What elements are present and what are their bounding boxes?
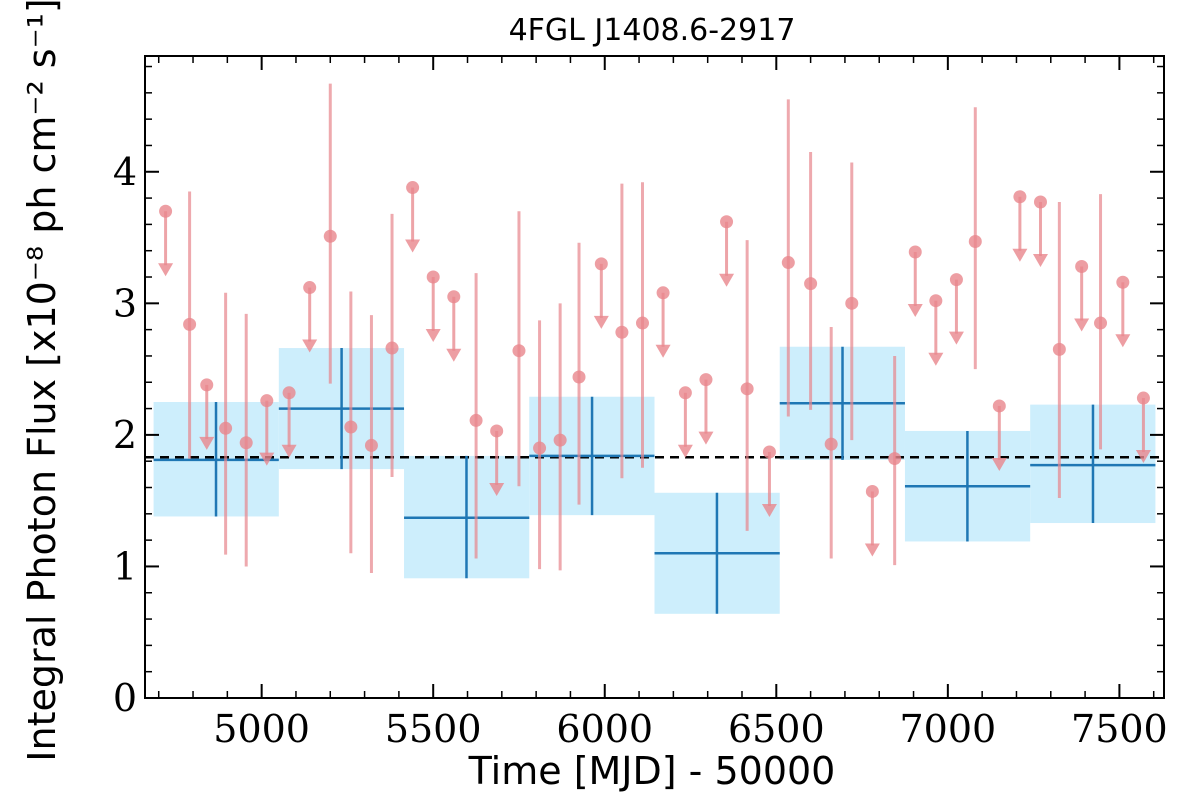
upper-limit-point <box>594 257 608 271</box>
axis-ticks <box>145 56 1164 699</box>
y-tick-label: 2 <box>113 413 137 457</box>
flux-point <box>1052 342 1066 356</box>
upper-limit-point <box>992 399 1006 413</box>
upper-limit-arrow <box>928 352 944 366</box>
upper-limit-arrow <box>405 239 421 253</box>
x-tick-label: 7000 <box>899 707 996 751</box>
flux-point <box>385 341 399 355</box>
flux-point <box>512 344 526 358</box>
upper-limits <box>158 181 1151 557</box>
flux-point <box>533 441 547 455</box>
axes <box>144 55 1165 699</box>
y-tick-label: 0 <box>113 676 137 720</box>
upper-limit-arrow <box>446 348 462 362</box>
upper-limit-point <box>426 270 440 284</box>
binned-flux-bands <box>153 346 1156 614</box>
upper-limit-arrow <box>259 452 275 466</box>
flux-point <box>469 413 483 427</box>
flux-point <box>1094 316 1108 330</box>
flux-point <box>572 370 586 384</box>
upper-limit-point <box>1075 259 1089 273</box>
upper-limit-point <box>200 378 214 392</box>
flux-point <box>968 234 982 248</box>
y-tick-label: 1 <box>113 544 137 588</box>
upper-limit-arrow <box>698 431 714 445</box>
upper-limit-point <box>720 215 734 229</box>
upper-limit-point <box>447 290 461 304</box>
chart-title: 4FGL J1408.6-2917 <box>509 13 796 48</box>
upper-limit-arrow <box>1115 334 1131 348</box>
flux-point <box>781 256 795 270</box>
upper-limit-point <box>490 424 504 438</box>
y-tick-label: 4 <box>113 150 137 194</box>
upper-limit-arrow <box>1135 450 1151 464</box>
upper-limit-point <box>303 281 317 295</box>
upper-limit-arrow <box>281 444 297 458</box>
upper-limit-point <box>1033 195 1047 209</box>
upper-limit-point <box>762 445 776 459</box>
flux-point <box>845 296 859 310</box>
flux-points <box>183 83 1108 574</box>
flux-point <box>219 421 233 435</box>
plot-frame <box>144 55 1165 699</box>
flux-point <box>740 382 754 396</box>
upper-limit-arrow <box>907 304 923 318</box>
flux-point <box>824 437 838 451</box>
upper-limit-point <box>1116 275 1130 289</box>
upper-limit-arrow <box>489 482 505 496</box>
upper-limit-point <box>260 394 274 408</box>
flux-point <box>635 316 649 330</box>
upper-limit-point <box>865 484 879 498</box>
flux-point <box>615 325 629 339</box>
upper-limit-arrow <box>593 315 609 329</box>
flux-point <box>239 436 253 450</box>
x-tick-label: 5500 <box>385 707 482 751</box>
upper-limit-point <box>678 386 692 400</box>
x-tick-label: 6000 <box>556 707 653 751</box>
flux-point <box>888 452 902 466</box>
upper-limit-arrow <box>1012 248 1028 262</box>
upper-limit-arrow <box>864 543 880 557</box>
flux-point <box>804 277 818 291</box>
upper-limit-arrow <box>948 331 964 345</box>
binned-flux-crosses <box>153 346 1156 614</box>
upper-limit-arrow <box>158 263 174 277</box>
upper-limit-arrow <box>677 444 693 458</box>
upper-limit-arrow <box>1032 254 1048 268</box>
upper-limit-arrow <box>719 273 735 287</box>
flux-point <box>364 438 378 452</box>
upper-limit-arrow <box>991 457 1007 471</box>
upper-limit-arrow <box>302 339 318 353</box>
upper-limit-point <box>949 273 963 287</box>
flux-point <box>553 433 567 447</box>
upper-limit-point <box>908 245 922 259</box>
upper-limit-point <box>1013 190 1027 204</box>
upper-limit-point <box>656 286 670 300</box>
upper-limit-point <box>406 181 420 195</box>
upper-limit-arrow <box>199 436 215 450</box>
x-tick-label: 5000 <box>213 707 310 751</box>
upper-limit-point <box>699 373 713 387</box>
upper-limit-arrow <box>425 329 441 343</box>
y-axis-label: Integral Photon Flux [x10⁻⁸ ph cm⁻² s⁻¹] <box>20 0 64 762</box>
flux-point <box>344 420 358 434</box>
upper-limit-point <box>159 204 173 218</box>
flux-point <box>323 229 337 243</box>
upper-limit-point <box>929 294 943 308</box>
tick-labels: 5000 5500 6000 6500 7000 7500 0 1 2 3 4 <box>113 150 1168 751</box>
flux-point <box>183 317 197 331</box>
upper-limit-point <box>1136 391 1150 405</box>
upper-limit-point <box>282 386 296 400</box>
upper-limit-arrow <box>655 344 671 358</box>
x-tick-label: 6500 <box>728 707 825 751</box>
x-axis-label: Time [MJD] - 50000 <box>468 749 836 793</box>
x-tick-label: 7500 <box>1071 707 1168 751</box>
y-tick-label: 3 <box>113 281 137 325</box>
upper-limit-arrow <box>761 503 777 517</box>
upper-limit-arrow <box>1074 318 1090 332</box>
